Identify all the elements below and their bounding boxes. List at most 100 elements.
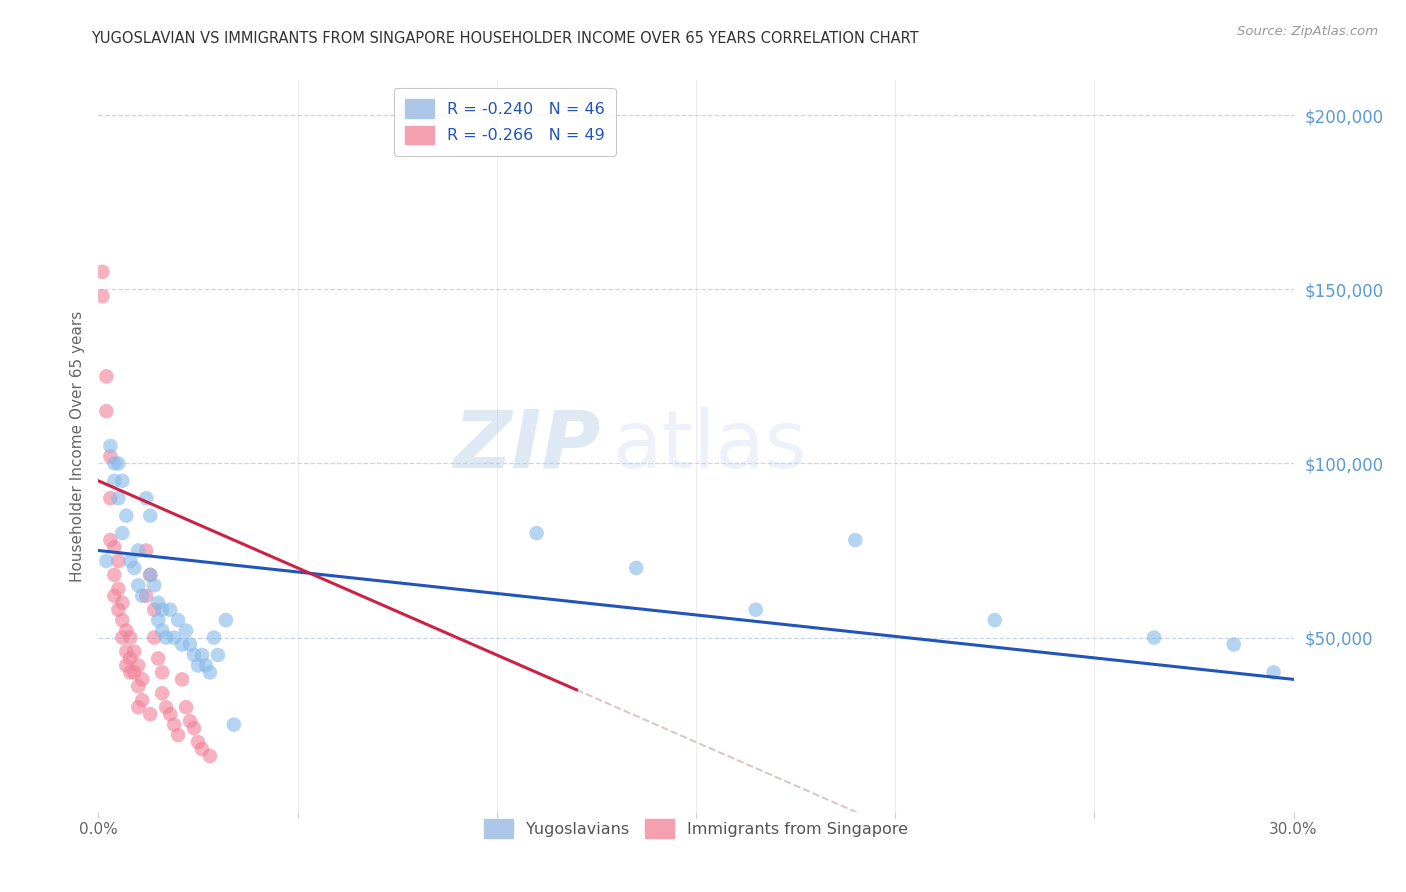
Point xyxy=(159,603,181,617)
Point xyxy=(115,658,138,673)
Point xyxy=(172,638,194,652)
Point xyxy=(143,631,166,645)
Point xyxy=(107,491,129,506)
Point xyxy=(139,567,162,582)
Point xyxy=(107,554,129,568)
Point xyxy=(187,658,209,673)
Point xyxy=(127,543,149,558)
Point xyxy=(150,603,173,617)
Point xyxy=(139,508,162,523)
Point xyxy=(124,665,146,680)
Point xyxy=(103,457,125,471)
Point xyxy=(111,613,134,627)
Text: YUGOSLAVIAN VS IMMIGRANTS FROM SINGAPORE HOUSEHOLDER INCOME OVER 65 YEARS CORREL: YUGOSLAVIAN VS IMMIGRANTS FROM SINGAPORE… xyxy=(91,31,920,46)
Point xyxy=(191,742,214,756)
Point xyxy=(159,707,181,722)
Text: Source: ZipAtlas.com: Source: ZipAtlas.com xyxy=(1237,25,1378,38)
Point xyxy=(163,717,186,731)
Point xyxy=(98,533,122,547)
Point xyxy=(195,658,218,673)
Point xyxy=(187,735,209,749)
Point xyxy=(155,631,177,645)
Point xyxy=(127,658,149,673)
Point xyxy=(120,631,142,645)
Point xyxy=(202,631,225,645)
Point xyxy=(124,644,146,658)
Point xyxy=(115,508,138,523)
Point xyxy=(143,603,166,617)
Y-axis label: Householder Income Over 65 years: Householder Income Over 65 years xyxy=(69,310,84,582)
Point xyxy=(127,679,149,693)
Point xyxy=(150,665,173,680)
Point xyxy=(179,638,201,652)
Point xyxy=(111,474,134,488)
Text: atlas: atlas xyxy=(613,407,807,485)
Point xyxy=(844,533,866,547)
Point xyxy=(131,589,153,603)
Point xyxy=(107,603,129,617)
Point xyxy=(107,582,129,596)
Point xyxy=(207,648,229,662)
Point xyxy=(148,651,170,665)
Point xyxy=(107,457,129,471)
Point xyxy=(135,589,157,603)
Point xyxy=(1263,665,1285,680)
Point xyxy=(111,526,134,541)
Point xyxy=(1143,631,1166,645)
Point xyxy=(150,624,173,638)
Text: ZIP: ZIP xyxy=(453,407,600,485)
Point xyxy=(222,717,245,731)
Point xyxy=(103,540,125,554)
Point xyxy=(1223,638,1246,652)
Point xyxy=(103,474,125,488)
Point xyxy=(120,554,142,568)
Point xyxy=(745,603,768,617)
Point xyxy=(120,665,142,680)
Point xyxy=(111,631,134,645)
Point xyxy=(215,613,238,627)
Point xyxy=(139,707,162,722)
Point xyxy=(167,613,190,627)
Point xyxy=(183,648,205,662)
Point xyxy=(179,714,201,728)
Point xyxy=(155,700,177,714)
Point xyxy=(96,369,118,384)
Point xyxy=(148,613,170,627)
Point xyxy=(91,265,114,279)
Point xyxy=(626,561,648,575)
Point xyxy=(191,648,214,662)
Point xyxy=(96,404,118,418)
Point xyxy=(103,589,125,603)
Point xyxy=(172,673,194,687)
Point xyxy=(984,613,1007,627)
Point xyxy=(143,578,166,592)
Point xyxy=(174,700,197,714)
Point xyxy=(148,596,170,610)
Point xyxy=(96,554,118,568)
Point xyxy=(103,567,125,582)
Point xyxy=(131,673,153,687)
Point xyxy=(127,700,149,714)
Point xyxy=(124,561,146,575)
Point xyxy=(91,289,114,303)
Point xyxy=(174,624,197,638)
Point xyxy=(120,651,142,665)
Point xyxy=(98,439,122,453)
Point xyxy=(139,567,162,582)
Point xyxy=(127,578,149,592)
Point xyxy=(526,526,548,541)
Legend: Yugoslavians, Immigrants from Singapore: Yugoslavians, Immigrants from Singapore xyxy=(478,813,914,844)
Point xyxy=(111,596,134,610)
Point xyxy=(98,450,122,464)
Point xyxy=(135,543,157,558)
Point xyxy=(183,721,205,735)
Point xyxy=(198,749,221,764)
Point xyxy=(163,631,186,645)
Point xyxy=(131,693,153,707)
Point xyxy=(98,491,122,506)
Point xyxy=(198,665,221,680)
Point xyxy=(135,491,157,506)
Point xyxy=(150,686,173,700)
Point xyxy=(115,624,138,638)
Point xyxy=(115,644,138,658)
